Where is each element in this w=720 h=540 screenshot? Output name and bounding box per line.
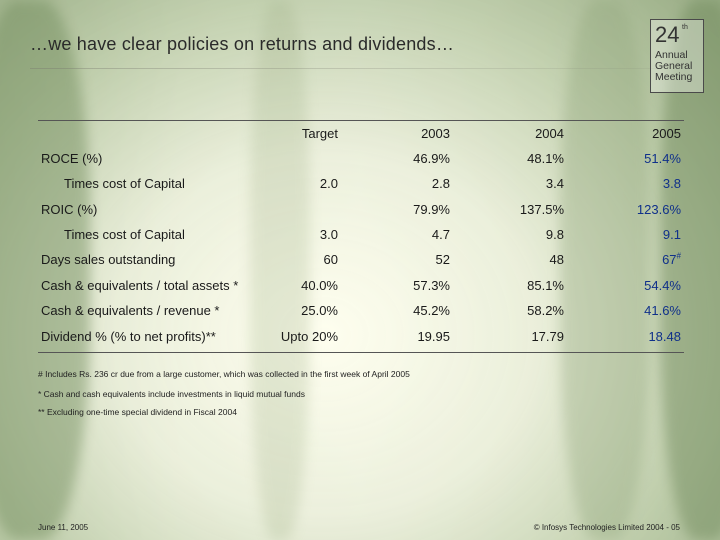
table-top-rule	[38, 120, 684, 121]
cell-target: 25.0%	[301, 303, 338, 318]
table-row-dividend: Dividend % (% to net profits)** Upto 20%…	[38, 329, 684, 349]
background-foliage-far-right	[660, 0, 720, 540]
row-label: Cash & equivalents / revenue *	[41, 303, 220, 318]
cell-2004: 9.8	[545, 227, 564, 242]
cell-2005-value: 67	[662, 252, 677, 267]
cell-2005: 18.48	[648, 329, 681, 344]
table-row-roic-times-cost: Times cost of Capital 3.0 4.7 9.8 9.1	[38, 227, 684, 247]
cell-2004: 137.5%	[519, 202, 564, 217]
title-divider	[30, 68, 660, 69]
header-2005: 2005	[652, 126, 681, 141]
cell-2004: 17.79	[531, 329, 564, 344]
cell-2005: 123.6%	[636, 202, 681, 217]
table-row-dso: Days sales outstanding 60 52 48 67#	[38, 252, 684, 272]
footer-date: June 11, 2005	[38, 523, 89, 532]
table-row-cash-revenue: Cash & equivalents / revenue * 25.0% 45.…	[38, 303, 684, 323]
cell-target: 2.0	[319, 176, 338, 191]
logo-superscript: th	[682, 24, 688, 31]
background-foliage-left	[0, 0, 90, 540]
header-2003: 2003	[421, 126, 450, 141]
slide-title: …we have clear policies on returns and d…	[30, 34, 455, 54]
logo-number: 24	[655, 22, 680, 47]
row-label: Times cost of Capital	[64, 227, 185, 242]
footer-copyright: © Infosys Technologies Limited 2004 - 05	[533, 523, 680, 532]
row-label: Times cost of Capital	[64, 176, 185, 191]
table-header-row: Target 2003 2004 2005	[38, 126, 684, 146]
cell-2003: 52	[435, 252, 450, 267]
logo-line-annual: Annual	[655, 49, 688, 61]
cell-target: Upto 20%	[280, 329, 338, 344]
cell-2005: 51.4%	[644, 151, 681, 166]
background-foliage-right	[560, 0, 650, 540]
row-label: Dividend % (% to net profits)**	[41, 329, 216, 344]
header-target: Target	[301, 126, 338, 141]
cell-target: 3.0	[319, 227, 338, 242]
cell-2005: 54.4%	[644, 278, 681, 293]
background-foliage-mid	[250, 0, 310, 540]
agm-logo: 24 th Annual General Meeting	[650, 19, 704, 93]
table-bottom-rule	[38, 352, 684, 353]
footnote-marker: #	[676, 251, 681, 261]
cell-target: 40.0%	[301, 278, 338, 293]
logo-line-meeting: Meeting	[655, 71, 693, 83]
row-label: ROIC (%)	[41, 202, 98, 217]
row-label: Cash & equivalents / total assets *	[41, 278, 239, 293]
cell-2004: 48	[549, 252, 564, 267]
cell-2003: 57.3%	[413, 278, 450, 293]
cell-target: 60	[323, 252, 338, 267]
cell-2005: 41.6%	[644, 303, 681, 318]
cell-2003: 4.7	[431, 227, 450, 242]
cell-2005: 3.8	[662, 176, 681, 191]
table-row-cash-total-assets: Cash & equivalents / total assets * 40.0…	[38, 278, 684, 298]
table-row-roce: ROCE (%) 46.9% 48.1% 51.4%	[38, 151, 684, 171]
cell-2004: 48.1%	[527, 151, 564, 166]
logo-line-general: General	[655, 60, 693, 72]
cell-2003: 46.9%	[413, 151, 450, 166]
cell-2004: 58.2%	[527, 303, 564, 318]
footnote-single-star: * Cash and cash equivalents include inve…	[38, 389, 305, 399]
row-label: ROCE (%)	[41, 151, 103, 166]
header-2004: 2004	[535, 126, 564, 141]
logo-text: Annual General Meeting	[655, 50, 692, 83]
cell-2003: 19.95	[417, 329, 450, 344]
row-label: Days sales outstanding	[41, 252, 176, 267]
cell-2005: 9.1	[662, 227, 681, 242]
cell-2004: 3.4	[545, 176, 564, 191]
footnote-hash: # Includes Rs. 236 cr due from a large c…	[38, 369, 410, 379]
cell-2003: 2.8	[431, 176, 450, 191]
cell-2003: 79.9%	[413, 202, 450, 217]
table-row-roic: ROIC (%) 79.9% 137.5% 123.6%	[38, 202, 684, 222]
cell-2003: 45.2%	[413, 303, 450, 318]
cell-2005: 67#	[662, 252, 681, 267]
table-row-roce-times-cost: Times cost of Capital 2.0 2.8 3.4 3.8	[38, 176, 684, 196]
footnote-double-star: ** Excluding one-time special dividend i…	[38, 407, 237, 417]
cell-2004: 85.1%	[527, 278, 564, 293]
